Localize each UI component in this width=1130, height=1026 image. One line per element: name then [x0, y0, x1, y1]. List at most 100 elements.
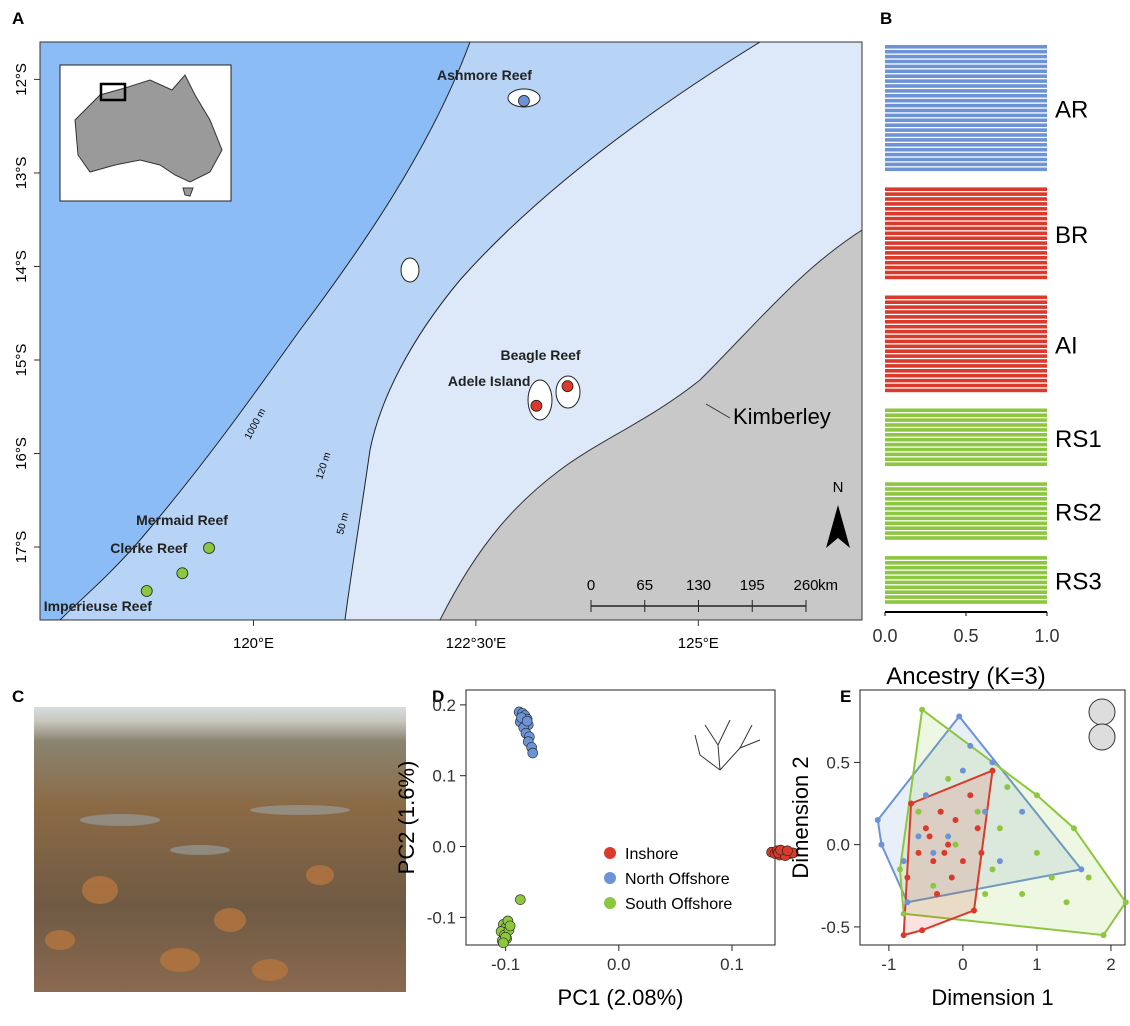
point — [930, 858, 937, 865]
site-label: Clerke Reef — [110, 540, 187, 556]
point — [945, 841, 952, 848]
point — [959, 767, 966, 774]
reef-outline — [527, 379, 553, 421]
ancestry-bar — [885, 147, 1047, 152]
ancestry-bar — [885, 89, 1047, 93]
point — [504, 920, 516, 932]
ancestry-bar — [885, 452, 1047, 457]
point — [1085, 874, 1092, 881]
depth-label: 50 m — [335, 511, 351, 535]
ancestry-bar — [885, 437, 1047, 442]
scale-label: 130 — [686, 577, 711, 594]
point — [989, 767, 996, 774]
ancestry-bar — [885, 575, 1047, 580]
ancestry-bar — [885, 457, 1047, 462]
scale-label: 195 — [740, 577, 765, 594]
ancestry-bar — [885, 79, 1047, 83]
ancestry-bar — [885, 580, 1047, 585]
north-arrow — [826, 505, 850, 548]
ancestry-bar — [885, 246, 1047, 250]
ancestry-bar — [885, 231, 1047, 236]
x-tick-label: 2 — [1106, 955, 1115, 974]
point — [1100, 932, 1107, 939]
point — [896, 866, 903, 873]
panel-label: C — [12, 687, 24, 706]
ancestry-bar — [885, 334, 1047, 339]
ancestry-bar — [885, 98, 1047, 103]
ancestry-bar — [885, 595, 1047, 599]
group-label: RS1 — [1055, 426, 1102, 453]
ancestry-bar — [885, 157, 1047, 162]
ancestry-bar — [885, 138, 1047, 142]
site-marker — [530, 399, 543, 412]
ancestry-bar — [885, 373, 1047, 378]
legend-swatch — [604, 897, 616, 909]
ancestry-bar — [885, 103, 1047, 108]
ancestry-bar — [885, 521, 1047, 526]
map-y-tick-label: 15°S — [13, 344, 30, 377]
ancestry-bar — [885, 49, 1047, 54]
ancestry-bar — [885, 45, 1047, 49]
map-frame — [39, 41, 863, 621]
point — [933, 891, 940, 897]
group-label: AI — [1055, 333, 1078, 360]
ancestry-bar — [885, 211, 1047, 216]
point — [941, 849, 948, 856]
hull — [898, 707, 1127, 937]
y-tick-label: 0.5 — [826, 753, 850, 772]
group-label: RS2 — [1055, 500, 1102, 527]
x-tick-label: 0.0 — [872, 626, 897, 646]
y-tick-label: 0.0 — [826, 836, 850, 855]
ancestry-bar — [885, 162, 1047, 167]
point — [945, 833, 952, 840]
point — [937, 808, 944, 815]
group-label: BR — [1055, 222, 1088, 249]
map-x-tick-label: 122°30'E — [446, 635, 507, 652]
ancestry-bar — [885, 152, 1047, 157]
point — [922, 825, 929, 832]
point — [915, 808, 922, 815]
scale-label: 65 — [636, 577, 653, 594]
scale-label: 0 — [587, 577, 595, 594]
panel-label: B — [880, 9, 892, 28]
ancestry-bar — [885, 216, 1047, 221]
region-pointer — [705, 403, 731, 419]
map-y-tick-label: 12°S — [13, 63, 30, 96]
x-axis-title: Dimension 1 — [931, 985, 1053, 1010]
legend-swatch — [604, 872, 616, 884]
ancestry-bar — [885, 428, 1047, 432]
point — [1048, 874, 1055, 881]
ancestry-bar — [885, 207, 1047, 211]
ancestry-bar — [885, 54, 1047, 59]
site-label: Imperieuse Reef — [44, 598, 152, 614]
ancestry-bar — [885, 94, 1047, 98]
ancestry-bar — [885, 339, 1047, 344]
ancestry-bar — [885, 74, 1047, 78]
y-tick-label: 0.0 — [432, 838, 456, 857]
map-base — [40, 42, 862, 620]
ancestry-bar — [885, 197, 1047, 201]
ancestry-bar — [885, 378, 1047, 383]
site-marker — [203, 542, 215, 554]
inset-box — [99, 82, 127, 102]
point — [959, 858, 966, 865]
point — [919, 706, 926, 713]
point — [996, 858, 1003, 865]
site-label: Beagle Reef — [500, 347, 580, 363]
ancestry-bar — [885, 388, 1047, 393]
ancestry-bar — [885, 320, 1047, 324]
ancestry-bar — [885, 64, 1047, 69]
point — [948, 874, 955, 881]
ancestry-bar — [885, 556, 1047, 560]
ancestry-bar — [885, 295, 1047, 300]
point — [952, 841, 959, 848]
ancestry-bar — [885, 221, 1047, 226]
point — [915, 833, 922, 840]
ancestry-bar — [885, 256, 1047, 260]
x-tick-label: 1 — [1032, 955, 1041, 974]
ancestry-bar — [885, 531, 1047, 535]
ancestry-bar — [885, 123, 1047, 127]
ancestry-bar — [885, 516, 1047, 521]
plot-frame — [465, 689, 776, 946]
